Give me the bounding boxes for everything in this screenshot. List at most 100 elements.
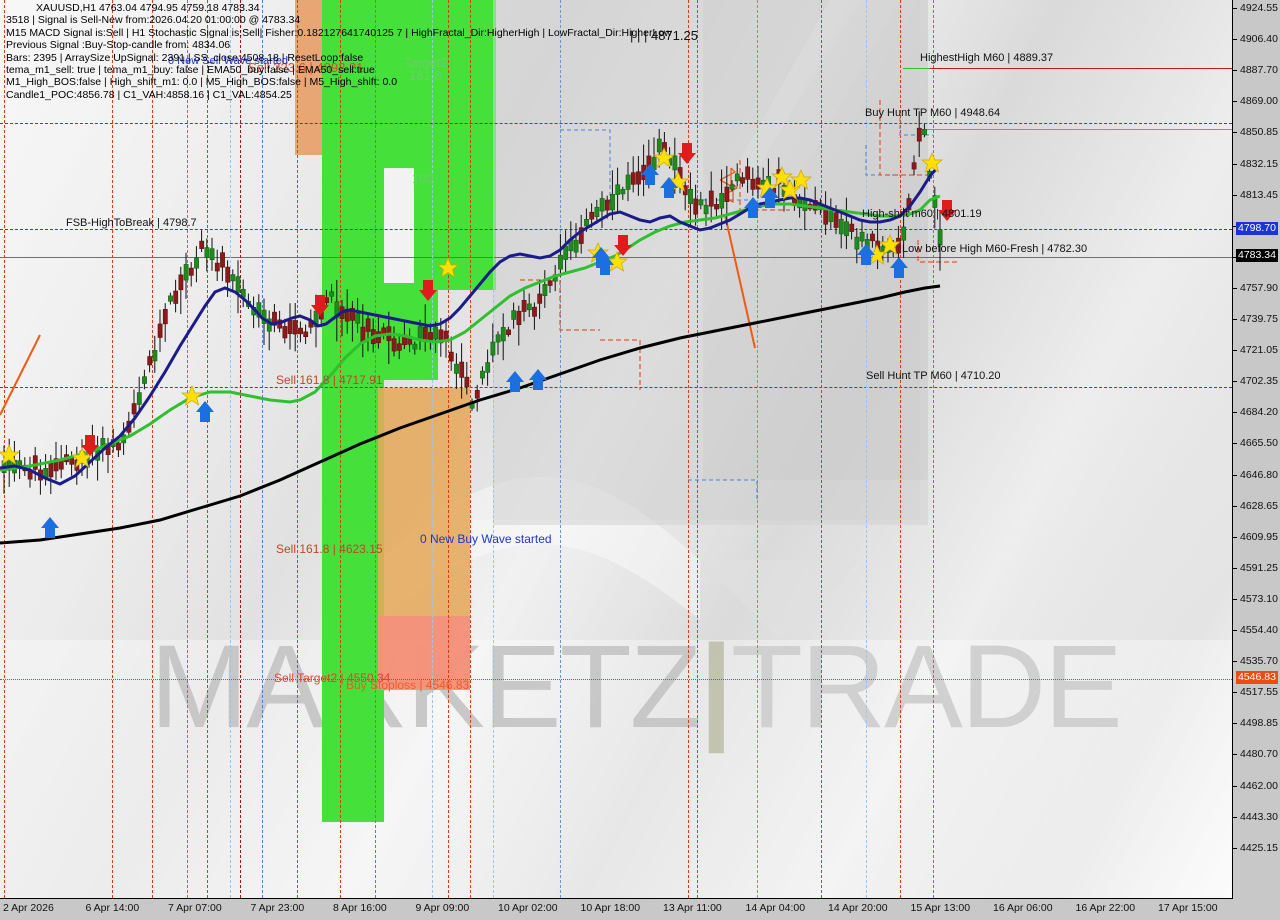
time-tick-label: 10 Apr 18:00 bbox=[580, 902, 641, 914]
vline-blue-3 bbox=[262, 0, 263, 898]
price-tick-label: 4517.55 bbox=[1240, 686, 1278, 699]
vline-red-9 bbox=[688, 0, 689, 898]
zone-green-white-gap bbox=[384, 168, 414, 283]
label-new-buy-wave: 0 New Buy Wave started bbox=[420, 532, 552, 546]
chart-plot-area[interactable]: MARKETZ|TRADE bbox=[0, 0, 1233, 899]
price-tick-label: 4480.70 bbox=[1240, 748, 1278, 761]
price-tick-label: 4665.50 bbox=[1240, 437, 1278, 450]
price-tick-label: 4646.80 bbox=[1240, 468, 1278, 481]
vline-blue-5 bbox=[432, 0, 433, 898]
price-badge: 4783.34 bbox=[1236, 249, 1278, 262]
price-tick-label: 4721.05 bbox=[1240, 344, 1278, 357]
label-fib-100: 100 bbox=[412, 171, 434, 186]
vline-blue-7 bbox=[560, 0, 561, 898]
price-tick bbox=[1233, 816, 1237, 818]
vline-red-2 bbox=[112, 0, 113, 898]
info-line-2: M15 MACD Signal is:Sell | H1 Stochastic … bbox=[6, 26, 672, 39]
price-tick-label: 4813.45 bbox=[1240, 188, 1278, 201]
zone-green-third bbox=[438, 0, 496, 290]
price-tick-label: 4535.70 bbox=[1240, 655, 1278, 668]
price-tick bbox=[1233, 225, 1237, 227]
price-tick-label: 4573.10 bbox=[1240, 592, 1278, 605]
price-tick bbox=[1233, 132, 1237, 134]
price-tick-label: 4850.85 bbox=[1240, 126, 1278, 139]
price-tick-label: 4906.40 bbox=[1240, 33, 1278, 46]
time-scale[interactable]: 2 Apr 2026 6 Apr 14:00 7 Apr 07:00 7 Apr 23… bbox=[0, 899, 1232, 920]
vline-blue-4 bbox=[375, 0, 376, 898]
price-tick-label: 4924.55 bbox=[1240, 2, 1278, 14]
vline-red-6 bbox=[340, 0, 341, 898]
label-fsb-high-to-break: FSB-HighToBreak | 4798.7 bbox=[66, 217, 197, 229]
price-tick bbox=[1233, 39, 1237, 41]
symbol-ohlc-line: XAUUSD,H1 4763.04 4794.95 4759.18 4783.3… bbox=[36, 2, 260, 14]
time-tick-label: 7 Apr 07:00 bbox=[168, 902, 222, 914]
time-tick-label: 16 Apr 22:00 bbox=[1075, 902, 1136, 914]
time-tick-label: 17 Apr 15:00 bbox=[1158, 902, 1218, 914]
time-tick-label: 13 Apr 11:00 bbox=[663, 902, 722, 914]
time-tick-label: 16 Apr 06:00 bbox=[993, 902, 1053, 914]
label-sell-target2: Sell Target2 | 4550.34 bbox=[274, 671, 391, 685]
price-tick-label: 4757.90 bbox=[1240, 281, 1278, 294]
price-tick bbox=[1233, 287, 1237, 289]
time-tick-label: 8 Apr 16:00 bbox=[333, 902, 387, 914]
price-tick-label: 4443.30 bbox=[1240, 810, 1278, 823]
price-tick bbox=[1233, 630, 1237, 631]
price-tick-label: 4498.85 bbox=[1240, 717, 1278, 730]
price-tick-label: 4462.00 bbox=[1240, 779, 1278, 792]
price-tick-label: 4609.95 bbox=[1240, 530, 1278, 543]
price-tick bbox=[1233, 754, 1237, 756]
label-fib-target2: Target2 bbox=[404, 55, 448, 70]
price-tick bbox=[1233, 101, 1237, 103]
time-tick-label: 10 Apr 02:00 bbox=[498, 902, 558, 914]
price-tick bbox=[1233, 381, 1237, 383]
label-sell-fib-1618b: Sell 161.8 | 4623.15 bbox=[276, 542, 383, 556]
signal-markers bbox=[0, 143, 956, 538]
price-tick bbox=[1233, 661, 1237, 663]
price-tick bbox=[1233, 505, 1237, 507]
level-line-fsb-high-to-break bbox=[0, 229, 1232, 230]
vline-red-7 bbox=[448, 0, 449, 898]
price-tick bbox=[1233, 412, 1237, 414]
vline-blue-6 bbox=[493, 0, 494, 898]
time-tick-label: 9 Apr 09:00 bbox=[415, 902, 470, 914]
label-top-price-tag: | | | 4871.25 bbox=[630, 28, 698, 43]
time-tick-label: 7 Apr 23:00 bbox=[250, 902, 305, 914]
price-tick-label: 4739.75 bbox=[1240, 313, 1278, 325]
vline-red-10 bbox=[821, 0, 822, 898]
info-line-7: Candle1_POC:4856.78 | C1_VAH:4858.16 | C… bbox=[6, 88, 292, 101]
price-series bbox=[0, 167, 941, 545]
price-tick-label: 4554.40 bbox=[1240, 624, 1278, 636]
vline-red-3 bbox=[152, 0, 153, 898]
level-line-blue-solid bbox=[917, 129, 1232, 130]
vline-blue-9 bbox=[757, 0, 758, 898]
price-tick bbox=[1233, 256, 1237, 258]
info-line-1: 3518 | Signal is Sell-New from:2026.04.2… bbox=[6, 14, 301, 27]
price-tick bbox=[1233, 350, 1237, 352]
label-new-sell-wave: 0 New Sell Wave started bbox=[168, 55, 289, 67]
price-tick bbox=[1233, 847, 1237, 849]
level-line-green-short bbox=[903, 68, 930, 69]
price-tick bbox=[1233, 443, 1237, 445]
price-tick-label: 4869.00 bbox=[1240, 95, 1278, 108]
price-tick bbox=[1233, 8, 1237, 9]
label-buy-stoploss: Buy Stoploss | 4546.83 bbox=[346, 678, 470, 692]
vline-darkred-1 bbox=[240, 0, 241, 898]
ema-fast-line bbox=[0, 167, 939, 486]
vline-red-8 bbox=[470, 0, 471, 898]
label-low-before-high: Low before High M60-Fresh | 4782.30 bbox=[902, 243, 1088, 255]
ema-slow-line bbox=[0, 284, 941, 545]
info-line-5: tema_m1_sell: true | tema_m1_buy: false … bbox=[6, 63, 375, 76]
price-scale[interactable]: 4924.55 4906.40 4887.70 4869.00 4850.85 4832.… bbox=[1233, 0, 1280, 898]
time-tick-label: 2 Apr 2026 bbox=[3, 902, 54, 914]
label-sell-fib-2236: Sell 223.6 | 4893.21 bbox=[248, 60, 364, 75]
vline-blue-2 bbox=[230, 0, 231, 898]
label-buy-hunt-tp: Buy Hunt TP M60 | 4948.64 bbox=[865, 107, 1001, 119]
label-fib-1618: 161.8 bbox=[409, 68, 442, 83]
price-tick bbox=[1233, 567, 1237, 569]
label-sell-fib-1618: Sell 161.8 | 4717.91 bbox=[276, 373, 383, 387]
price-tick bbox=[1233, 194, 1237, 196]
time-tick-label: 14 Apr 04:00 bbox=[745, 902, 806, 914]
label-highest-high: HighestHigh M60 | 4889.37 bbox=[920, 52, 1054, 64]
time-tick-label: 6 Apr 14:00 bbox=[85, 902, 140, 914]
price-tick bbox=[1233, 723, 1237, 725]
